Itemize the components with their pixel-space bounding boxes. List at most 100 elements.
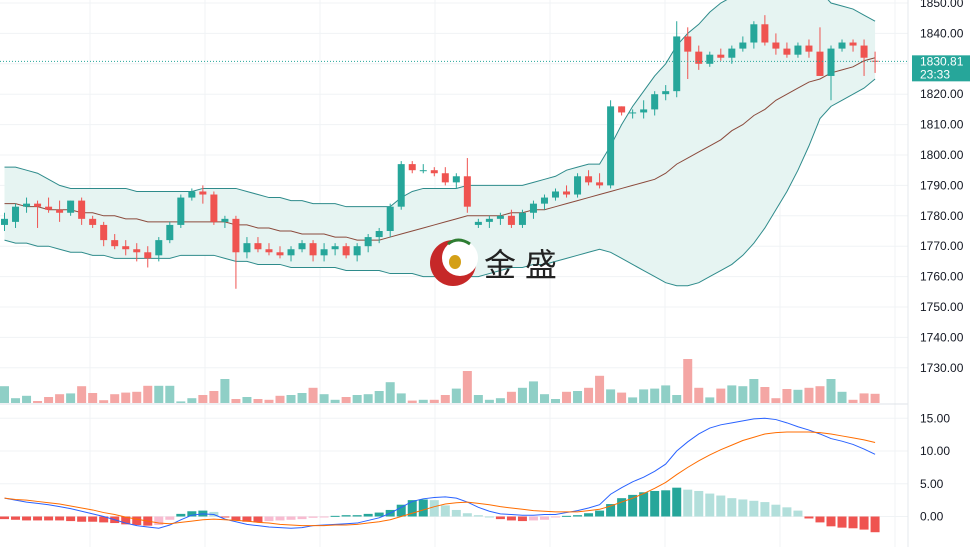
macd-histogram-bar — [429, 500, 439, 517]
candle-body[interactable] — [1, 218, 8, 225]
candle-body[interactable] — [23, 203, 31, 207]
candle-body[interactable] — [166, 224, 174, 241]
candle-body[interactable] — [430, 170, 438, 174]
candle-body[interactable] — [210, 194, 218, 222]
candle-body[interactable] — [529, 203, 537, 213]
volume-bar — [55, 394, 65, 403]
candle-body[interactable] — [342, 246, 350, 256]
candle-body[interactable] — [320, 249, 328, 256]
candle-body[interactable] — [89, 218, 97, 225]
candle-body[interactable] — [860, 45, 868, 58]
candle-body[interactable] — [386, 206, 394, 231]
candle-body[interactable] — [706, 54, 714, 64]
candle-body[interactable] — [12, 206, 20, 222]
volume-bar — [154, 385, 164, 403]
candle-body[interactable] — [805, 45, 813, 52]
volume-bar — [782, 389, 792, 403]
candle-body[interactable] — [574, 176, 582, 195]
candle-body[interactable] — [607, 106, 615, 186]
candle-body[interactable] — [111, 240, 119, 247]
candle-body[interactable] — [540, 197, 548, 204]
candle-body[interactable] — [750, 24, 758, 43]
candle-body[interactable] — [122, 246, 130, 250]
candle-body[interactable] — [353, 246, 361, 256]
macd-histogram-bar — [672, 487, 682, 517]
candle-body[interactable] — [188, 191, 196, 198]
candle-body[interactable] — [871, 60, 879, 62]
candle-body[interactable] — [673, 36, 681, 92]
candle-body[interactable] — [34, 203, 42, 207]
candle-body[interactable] — [331, 246, 339, 250]
candle-body[interactable] — [629, 112, 637, 114]
candle-body[interactable] — [408, 164, 416, 171]
candle-body[interactable] — [816, 51, 824, 76]
candle-body[interactable] — [177, 197, 185, 225]
candle-body[interactable] — [563, 191, 571, 195]
candle-body[interactable] — [78, 200, 86, 219]
candle-body[interactable] — [298, 243, 306, 250]
candle-body[interactable] — [67, 200, 75, 213]
candlesticks[interactable] — [1, 15, 879, 289]
macd-axis[interactable]: 15.00 10.00 5.00 0.00 — [920, 411, 950, 523]
candle-body[interactable] — [783, 48, 791, 55]
candle-body[interactable] — [265, 249, 273, 253]
candle-body[interactable] — [276, 252, 284, 256]
candle-body[interactable] — [474, 221, 482, 225]
candle-body[interactable] — [199, 191, 207, 195]
macd-histogram-bar — [308, 516, 318, 518]
candle-body[interactable] — [496, 215, 504, 219]
candle-body[interactable] — [45, 206, 53, 210]
candle-body[interactable] — [662, 91, 670, 95]
candle-body[interactable] — [243, 243, 251, 253]
candle-body[interactable] — [375, 231, 383, 238]
candle-body[interactable] — [728, 48, 736, 58]
macd-histogram-bar — [165, 516, 175, 520]
last-price-label[interactable] — [912, 55, 970, 82]
macd-histogram-bar — [584, 513, 594, 517]
candle-body[interactable] — [695, 51, 703, 64]
candle-body[interactable] — [552, 191, 559, 198]
candle-body[interactable] — [309, 243, 317, 256]
volume-bar — [143, 385, 153, 403]
macd-histogram-bar — [264, 516, 274, 522]
macd-histogram-bar — [407, 500, 417, 517]
candle-body[interactable] — [849, 42, 857, 46]
candle-body[interactable] — [364, 237, 372, 247]
candle-body[interactable] — [397, 164, 405, 207]
candle-body[interactable] — [684, 36, 692, 52]
candle-body[interactable] — [56, 209, 64, 213]
candle-body[interactable] — [221, 218, 229, 222]
candle-body[interactable] — [761, 24, 769, 43]
candle-body[interactable] — [772, 42, 780, 49]
candle-body[interactable] — [287, 249, 295, 256]
candle-body[interactable] — [419, 170, 427, 172]
candle-body[interactable] — [507, 215, 515, 225]
macd-histogram-bar — [451, 509, 461, 517]
candle-body[interactable] — [518, 212, 526, 225]
candle-body[interactable] — [794, 45, 802, 55]
candle-body[interactable] — [144, 252, 152, 259]
candle-body[interactable] — [232, 218, 240, 253]
candle-body[interactable] — [133, 249, 141, 253]
macd-histogram-bar — [595, 510, 605, 517]
candle-body[interactable] — [463, 176, 471, 207]
candle-body[interactable] — [452, 176, 460, 183]
candle-body[interactable] — [717, 54, 725, 58]
candle-body[interactable] — [739, 42, 747, 49]
volume-bar — [484, 399, 494, 403]
candle-body[interactable] — [585, 176, 593, 183]
candle-body[interactable] — [838, 42, 846, 49]
candle-body[interactable] — [618, 106, 626, 113]
candle-body[interactable] — [596, 182, 604, 186]
candle-body[interactable] — [254, 243, 262, 250]
candle-body[interactable] — [100, 224, 108, 241]
candle-body[interactable] — [651, 94, 659, 110]
candle-body[interactable] — [485, 218, 493, 222]
candle-body[interactable] — [640, 109, 648, 113]
candle-body[interactable] — [441, 173, 449, 183]
candle-body[interactable] — [155, 240, 163, 256]
candle-body[interactable] — [827, 48, 835, 76]
price-axis[interactable]: 1850.001840.001830.001820.001810.001800.… — [920, 0, 964, 375]
